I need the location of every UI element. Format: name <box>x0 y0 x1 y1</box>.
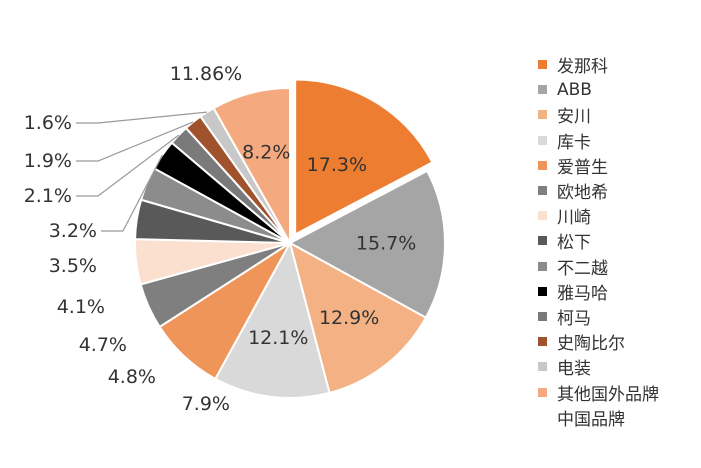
legend-swatch <box>538 311 547 321</box>
legend-label: 史陶比尔 <box>557 334 625 355</box>
legend-label: 松下 <box>557 233 591 254</box>
pie-slice <box>213 240 331 399</box>
data-label: 1.6% <box>24 112 72 134</box>
legend-label: 川崎 <box>557 208 591 229</box>
legend-swatch <box>538 135 547 145</box>
legend-item: 中国品牌 <box>538 405 698 430</box>
legend-label: 柯马 <box>557 308 591 329</box>
legend-swatch <box>538 186 547 196</box>
data-label: 7.9% <box>182 393 230 415</box>
legend: 发那科 ABB 安川 库卡 爱普生 欧地希 川崎 松下 不二越 雅马哈 柯马 史… <box>538 52 698 430</box>
legend-swatch <box>538 387 547 397</box>
pie-slice <box>288 241 428 395</box>
data-label: 4.1% <box>57 296 105 318</box>
leader-line <box>76 134 180 197</box>
legend-label: 其他国外品牌 <box>557 384 659 405</box>
legend-swatch <box>538 110 547 120</box>
legend-item: 电装 <box>538 354 698 379</box>
legend-swatch <box>538 362 547 372</box>
legend-label: 雅马哈 <box>557 283 608 304</box>
legend-swatch <box>538 261 547 271</box>
legend-swatch <box>538 60 547 70</box>
leader-line <box>101 154 163 232</box>
data-label: 4.8% <box>108 366 156 388</box>
legend-label: 中国品牌 <box>557 409 625 430</box>
legend-item: 欧地希 <box>538 178 698 203</box>
pie-slice <box>287 169 446 320</box>
data-label: 3.5% <box>49 255 97 277</box>
legend-label: 库卡 <box>557 132 591 153</box>
legend-swatch <box>538 286 547 296</box>
legend-item: 安川 <box>538 102 698 127</box>
data-label: 17.3% <box>307 154 367 176</box>
legend-swatch <box>538 85 547 95</box>
legend-label: 欧地希 <box>557 183 608 204</box>
data-label: 1.9% <box>24 150 72 172</box>
legend-swatch <box>538 337 547 347</box>
data-label: 3.2% <box>49 220 97 242</box>
data-label: 11.86% <box>170 63 242 85</box>
legend-item: ABB <box>538 77 698 102</box>
legend-swatch <box>538 211 547 221</box>
legend-item: 史陶比尔 <box>538 329 698 354</box>
data-label: 12.1% <box>248 327 308 349</box>
legend-item: 爱普生 <box>538 153 698 178</box>
legend-label: 安川 <box>557 107 591 128</box>
legend-item: 发那科 <box>538 52 698 77</box>
legend-label: 电装 <box>557 359 591 380</box>
data-label: 12.9% <box>319 307 379 329</box>
leader-line <box>76 111 208 124</box>
legend-label: ABB <box>557 79 592 100</box>
legend-label: 爱普生 <box>557 157 608 178</box>
legend-item: 川崎 <box>538 203 698 228</box>
leader-line <box>76 121 194 162</box>
data-label: 8.2% <box>242 142 290 164</box>
legend-item: 库卡 <box>538 128 698 153</box>
data-label: 2.1% <box>24 185 72 207</box>
legend-label: 发那科 <box>557 57 608 78</box>
legend-item: 雅马哈 <box>538 279 698 304</box>
legend-label: 不二越 <box>557 258 608 279</box>
legend-swatch <box>538 236 547 246</box>
pie-slice <box>212 86 291 247</box>
legend-item: 其他国外品牌 <box>538 379 698 405</box>
legend-item: 不二越 <box>538 254 698 279</box>
data-label: 4.7% <box>79 334 127 356</box>
pie-slice <box>294 78 434 237</box>
legend-item: 柯马 <box>538 304 698 329</box>
legend-swatch <box>538 160 547 170</box>
data-label: 15.7% <box>356 232 416 254</box>
legend-item: 松下 <box>538 228 698 253</box>
